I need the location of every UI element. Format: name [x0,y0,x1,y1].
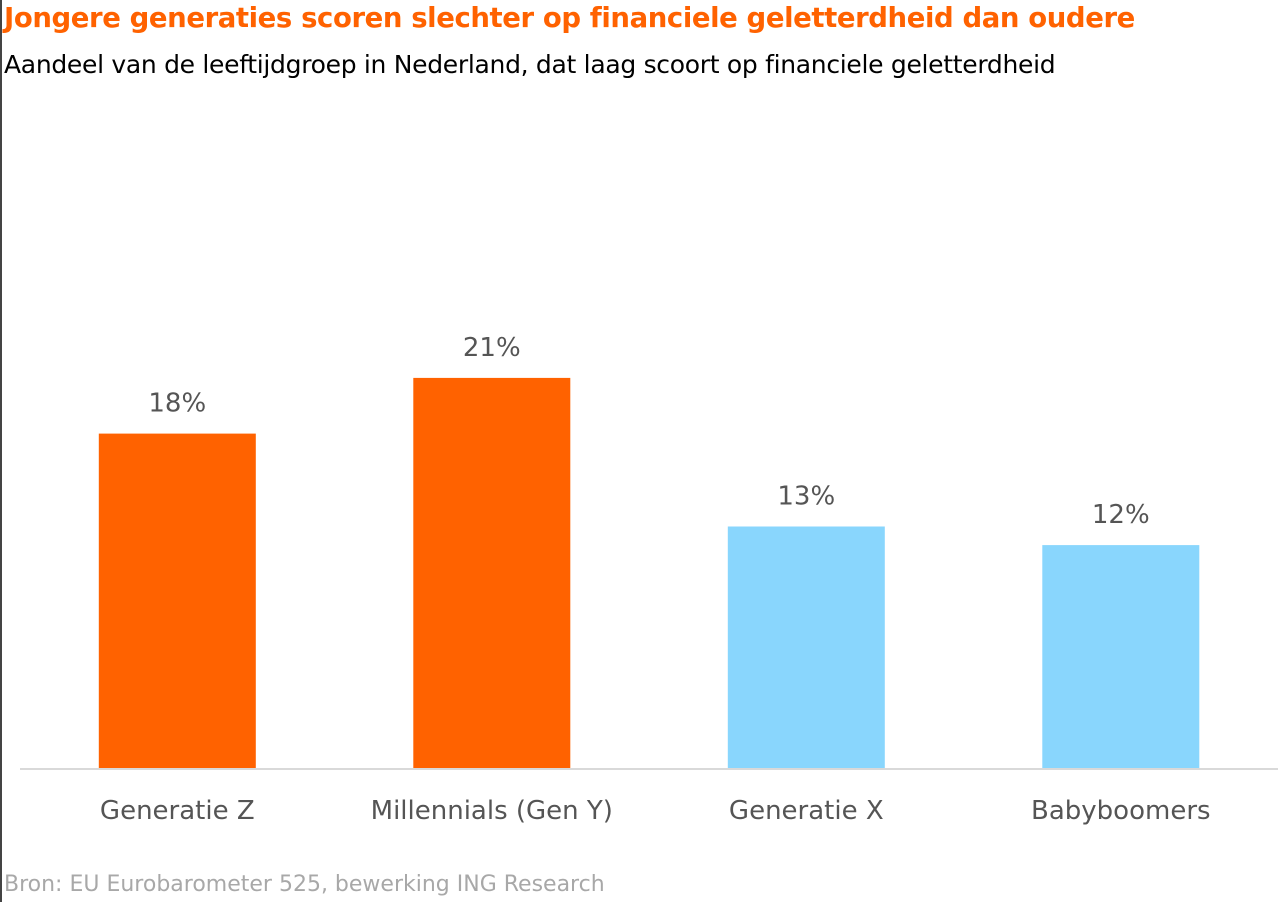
category-label-2: Millennials (Gen Y) [371,796,613,826]
category-label-4: Babyboomers [1031,796,1211,826]
bar-3 [727,526,885,768]
data-label-2: 21% [463,333,521,363]
bar-2 [413,377,571,768]
bar-4 [1042,545,1200,768]
chart-title: Jongere generaties scoren slechter op fi… [4,2,1135,34]
left-border [0,0,2,902]
source-note: Bron: EU Eurobarometer 525, bewerking IN… [4,872,605,897]
data-label-3: 13% [777,482,835,512]
data-label-4: 12% [1092,500,1150,530]
bar-1 [98,433,256,768]
data-label-1: 18% [148,389,206,419]
chart-subtitle: Aandeel van de leeftijdgroep in Nederlan… [4,50,1056,79]
category-label-3: Generatie X [729,796,884,826]
category-label-1: Generatie Z [100,796,255,826]
